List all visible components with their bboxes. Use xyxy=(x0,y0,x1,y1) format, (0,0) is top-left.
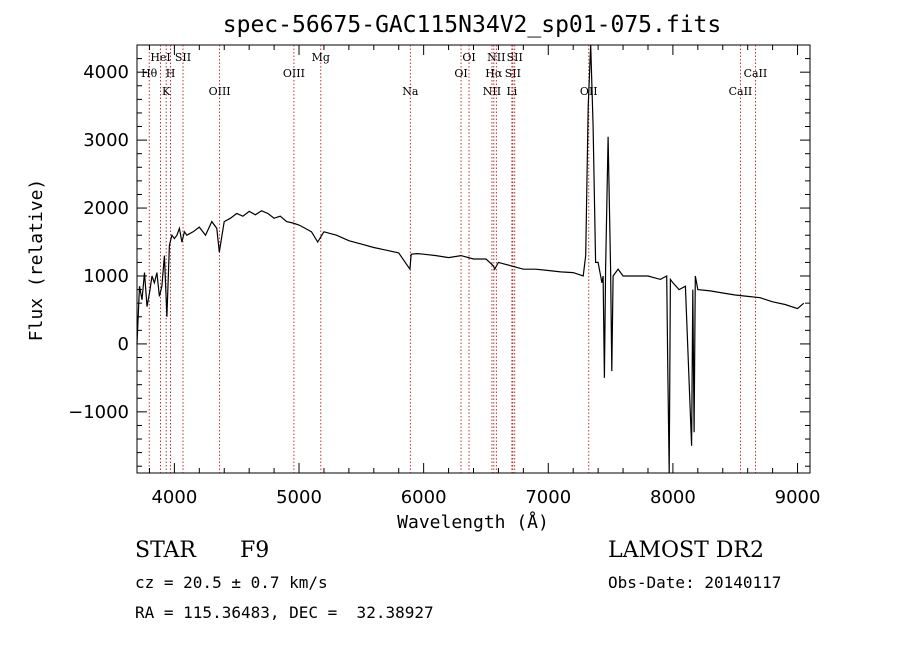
spectrum-line xyxy=(136,44,805,474)
axis-ticks: 4000 5000 6000 7000 8000 9000 −1000 0 1000 2000 30… xyxy=(68,44,821,508)
y-tick-label: 3000 xyxy=(83,130,129,151)
line-label: NII xyxy=(487,51,505,64)
x-tick-label: 6000 xyxy=(401,487,447,508)
x-tick-label: 9000 xyxy=(775,487,821,508)
x-tick-label: 4000 xyxy=(151,487,197,508)
line-label: H xyxy=(166,67,176,80)
x-tick-label: 8000 xyxy=(650,487,696,508)
y-tick-label: 0 xyxy=(118,334,129,355)
ra-dec: RA = 115.36483, DEC = 32.38927 xyxy=(135,603,434,622)
y-axis-label: Flux (relative) xyxy=(26,179,47,342)
y-tick-label: −1000 xyxy=(68,402,129,423)
object-class: STAR xyxy=(135,538,196,563)
observation-date: Obs-Date: 20140117 xyxy=(608,573,782,592)
y-tick-label: 1000 xyxy=(83,266,129,287)
line-label: Na xyxy=(402,85,419,98)
line-label: Li xyxy=(506,85,517,98)
line-label: Mg xyxy=(312,51,330,64)
redshift-cz: cz = 20.5 ± 0.7 km/s xyxy=(135,573,328,592)
emission-lines: Hθ HeI KH SII OIII OIII Mg Na OI OI NII Hα NII Li SII S… xyxy=(141,45,767,473)
line-label: CaII xyxy=(729,85,753,98)
spectrum-series xyxy=(136,44,805,474)
y-tick-label: 2000 xyxy=(83,198,129,219)
object-subclass: F9 xyxy=(240,538,270,563)
line-label: NII xyxy=(483,85,501,98)
y-tick-label: 4000 xyxy=(83,62,129,83)
line-label: Hα xyxy=(485,67,503,80)
survey-name: LAMOST DR2 xyxy=(608,538,764,563)
line-label: SII xyxy=(505,67,521,80)
x-axis-label: Wavelength (Å) xyxy=(397,511,549,533)
line-label: OIII xyxy=(283,67,305,80)
line-label: CaII xyxy=(744,67,768,80)
line-label: OIII xyxy=(209,85,231,98)
line-label: HeI xyxy=(150,51,170,64)
line-label: SII xyxy=(507,51,523,64)
line-label: OI xyxy=(462,51,475,64)
chart-title: spec-56675-GAC115N34V2_sp01-075.fits xyxy=(223,12,722,38)
x-tick-label: 7000 xyxy=(525,487,571,508)
x-tick-label: 5000 xyxy=(276,487,322,508)
line-label: K xyxy=(162,85,171,98)
line-label: SII xyxy=(175,51,191,64)
line-label: Hθ xyxy=(141,67,158,80)
line-label: OI xyxy=(454,67,467,80)
